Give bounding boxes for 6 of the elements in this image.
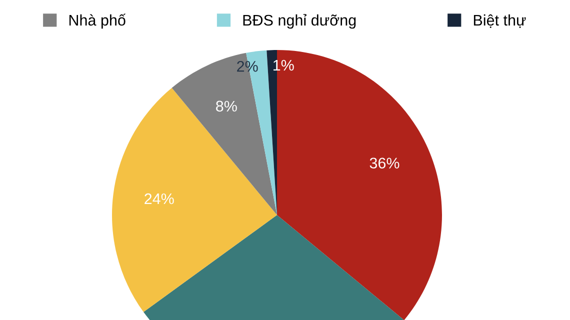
legend-label: BĐS nghỉ dưỡng <box>243 14 356 29</box>
legend-label: Biệt thự <box>474 14 526 28</box>
legend-label: Nhà phố <box>69 14 126 29</box>
data-label: 8% <box>216 100 237 112</box>
data-label: 24% <box>144 193 174 204</box>
data-label: 36% <box>370 158 400 169</box>
